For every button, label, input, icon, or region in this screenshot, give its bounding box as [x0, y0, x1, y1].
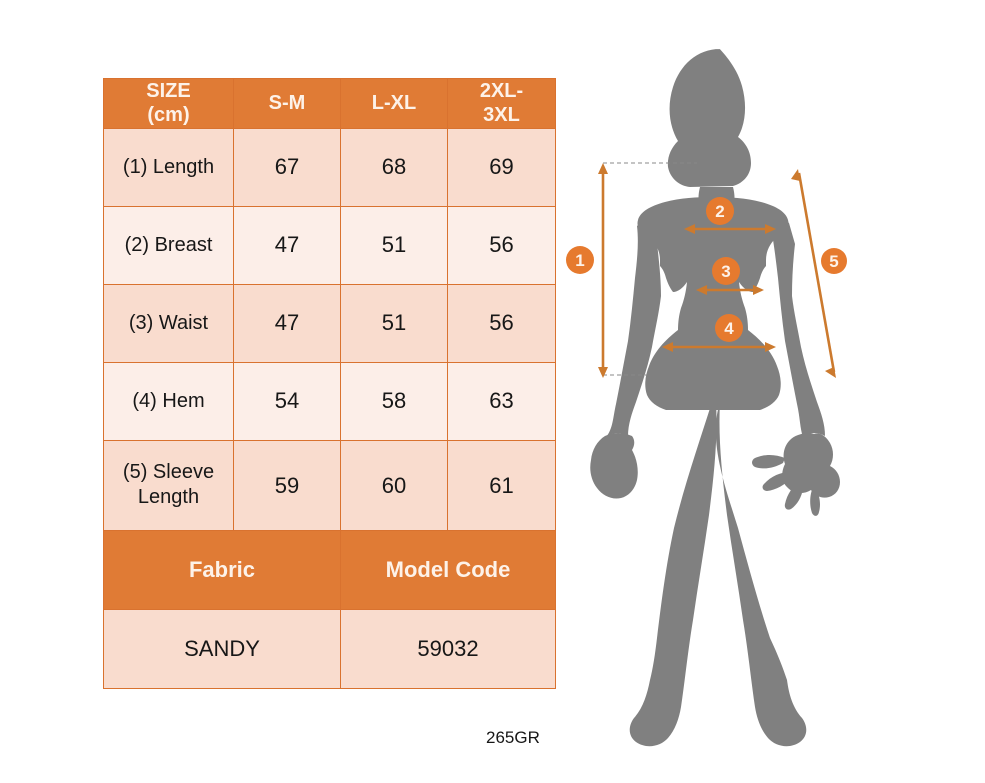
svg-text:3: 3 — [721, 262, 730, 281]
svg-text:2: 2 — [715, 202, 724, 221]
svg-text:4: 4 — [724, 319, 734, 338]
svg-text:1: 1 — [575, 251, 584, 270]
svg-text:5: 5 — [829, 252, 838, 271]
